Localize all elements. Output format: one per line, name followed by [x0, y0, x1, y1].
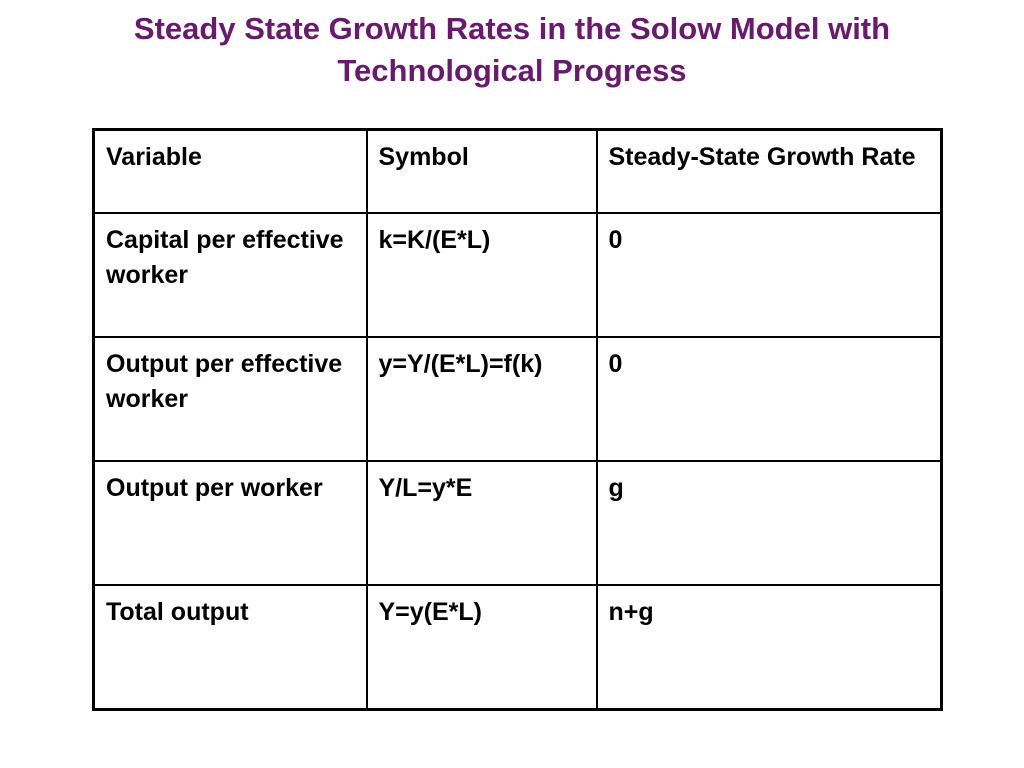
cell-growth-rate: 0: [595, 336, 943, 462]
table-row: Output per effective worker y=Y/(E*L)=f(…: [92, 336, 943, 462]
slide-title: Steady State Growth Rates in the Solow M…: [0, 8, 1024, 92]
growth-rates-table: Variable Symbol Steady-State Growth Rate…: [92, 128, 943, 711]
header-symbol: Symbol: [365, 128, 598, 214]
table-header-row: Variable Symbol Steady-State Growth Rate: [92, 128, 943, 214]
cell-variable: Total output: [92, 584, 368, 711]
slide-title-line-2: Technological Progress: [337, 53, 687, 88]
cell-variable: Output per effective worker: [92, 336, 368, 462]
cell-growth-rate: 0: [595, 212, 943, 338]
header-growth-rate: Steady-State Growth Rate: [595, 128, 943, 214]
cell-variable: Output per worker: [92, 460, 368, 586]
cell-growth-rate: n+g: [595, 584, 943, 711]
table-row: Output per worker Y/L=y*E g: [92, 460, 943, 586]
table-row: Total output Y=y(E*L) n+g: [92, 584, 943, 711]
cell-symbol: y=Y/(E*L)=f(k): [365, 336, 598, 462]
header-variable: Variable: [92, 128, 368, 214]
cell-symbol: Y/L=y*E: [365, 460, 598, 586]
table-row: Capital per effective worker k=K/(E*L) 0: [92, 212, 943, 338]
cell-growth-rate: g: [595, 460, 943, 586]
cell-variable: Capital per effective worker: [92, 212, 368, 338]
cell-symbol: k=K/(E*L): [365, 212, 598, 338]
cell-symbol: Y=y(E*L): [365, 584, 598, 711]
slide-title-line-1: Steady State Growth Rates in the Solow M…: [133, 11, 891, 46]
